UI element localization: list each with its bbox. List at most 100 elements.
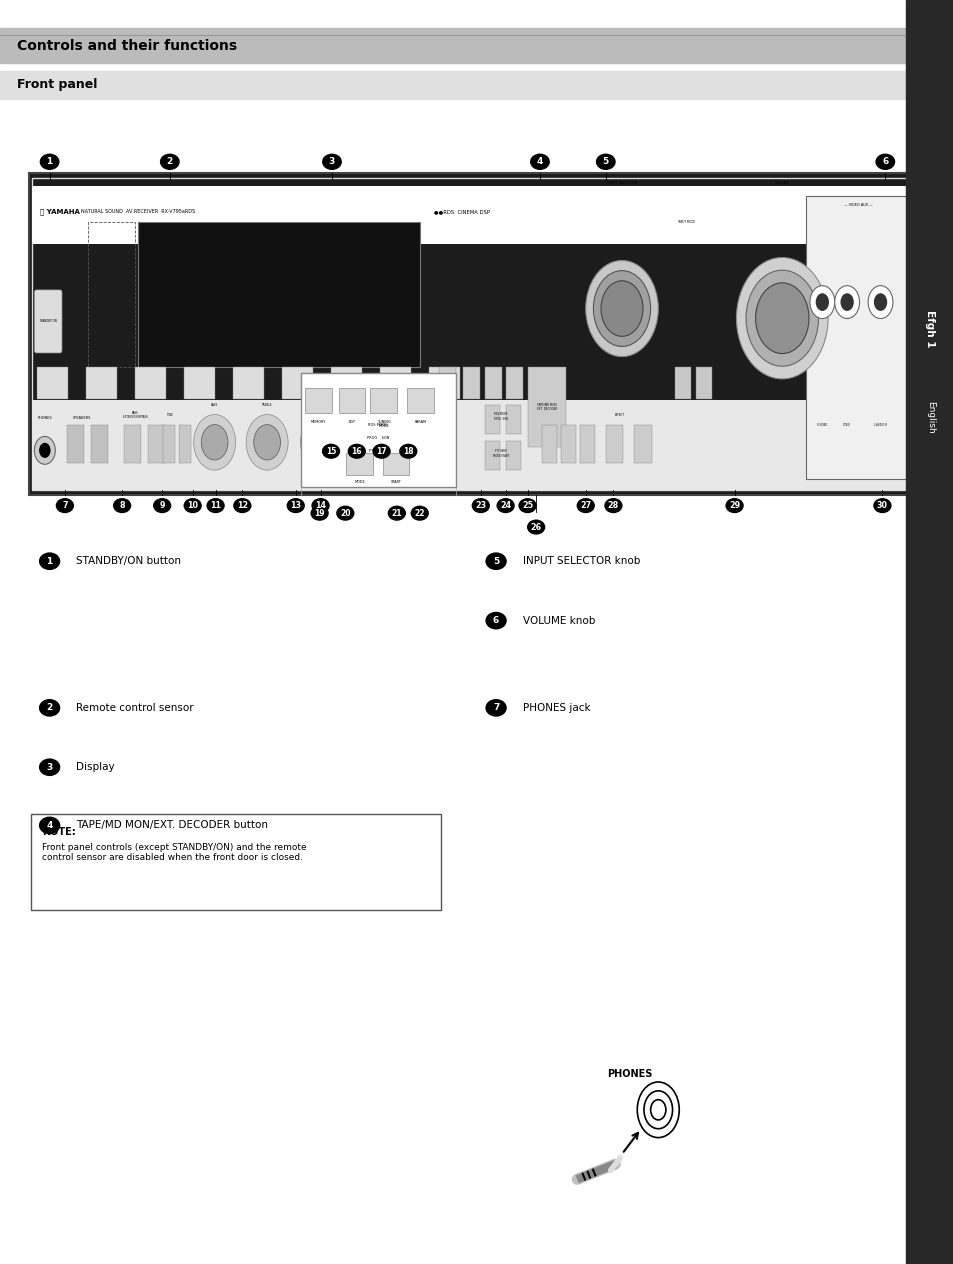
Bar — [148, 425, 165, 464]
Text: 17: 17 — [375, 446, 387, 456]
Ellipse shape — [152, 498, 172, 513]
Bar — [346, 453, 373, 475]
Ellipse shape — [160, 154, 179, 169]
Text: 27: 27 — [579, 501, 591, 511]
Bar — [179, 425, 191, 464]
Bar — [138, 221, 419, 367]
Text: Efgh 1: Efgh 1 — [924, 310, 934, 348]
Bar — [560, 425, 576, 464]
Text: 7: 7 — [493, 703, 498, 713]
Text: PROG    SON: PROG SON — [366, 436, 389, 440]
Bar — [86, 367, 116, 399]
Text: Display: Display — [76, 762, 114, 772]
Text: START: START — [390, 480, 401, 484]
Text: 7: 7 — [62, 501, 68, 511]
Ellipse shape — [183, 498, 202, 513]
Bar — [429, 367, 459, 399]
Circle shape — [39, 442, 51, 458]
Text: 4: 4 — [537, 157, 542, 167]
Text: 28: 28 — [607, 501, 618, 511]
Text: 2: 2 — [167, 157, 172, 167]
Circle shape — [34, 436, 55, 464]
Text: 5: 5 — [602, 157, 608, 167]
Bar — [124, 425, 141, 464]
Ellipse shape — [39, 817, 60, 834]
Text: PHONES jack: PHONES jack — [522, 703, 590, 713]
Ellipse shape — [485, 699, 506, 717]
Text: Remote control sensor: Remote control sensor — [76, 703, 193, 713]
Circle shape — [650, 1100, 665, 1120]
Bar — [505, 367, 522, 399]
Bar — [30, 814, 440, 910]
Ellipse shape — [496, 498, 515, 513]
Text: 6: 6 — [493, 616, 498, 626]
Ellipse shape — [322, 154, 341, 169]
Bar — [505, 441, 520, 470]
Bar — [29, 173, 920, 495]
Circle shape — [840, 293, 853, 311]
Bar — [527, 367, 565, 447]
Bar — [675, 367, 690, 399]
Text: 24: 24 — [499, 501, 511, 511]
Bar — [32, 178, 916, 490]
Text: BALANCE: BALANCE — [314, 403, 328, 407]
Ellipse shape — [576, 498, 595, 513]
Ellipse shape — [310, 506, 329, 521]
Text: 18: 18 — [402, 446, 414, 456]
Bar — [407, 388, 434, 413]
Text: INPUT MODE: INPUT MODE — [678, 220, 695, 224]
Ellipse shape — [875, 154, 894, 169]
Circle shape — [300, 415, 342, 470]
Text: ●●RDS  CINEMA DSP: ●●RDS CINEMA DSP — [434, 210, 490, 215]
Bar — [163, 425, 174, 464]
Ellipse shape — [311, 498, 330, 513]
Text: RDS MODE
PROG  SON: RDS MODE PROG SON — [494, 412, 507, 421]
Circle shape — [873, 293, 886, 311]
Bar — [905, 0, 953, 1264]
Text: INPUT SELECTOR knob: INPUT SELECTOR knob — [522, 556, 639, 566]
Bar — [541, 425, 557, 464]
Bar — [32, 186, 916, 244]
Text: INPUT SELECTOR: INPUT SELECTOR — [606, 181, 637, 185]
Text: 23: 23 — [475, 501, 486, 511]
Ellipse shape — [471, 498, 490, 513]
Ellipse shape — [347, 444, 366, 459]
Circle shape — [643, 1091, 672, 1129]
Text: RDS MODE: RDS MODE — [368, 423, 387, 427]
Ellipse shape — [321, 444, 340, 459]
Text: 20: 20 — [339, 508, 351, 518]
Text: TAPE/MD MON/EXT. DECODER button: TAPE/MD MON/EXT. DECODER button — [76, 820, 268, 830]
Text: 14: 14 — [314, 501, 326, 511]
Text: VIDEO: VIDEO — [842, 422, 850, 426]
Ellipse shape — [872, 498, 891, 513]
Circle shape — [253, 425, 280, 460]
Bar — [484, 441, 499, 470]
Text: SPEAKERS: SPEAKERS — [72, 416, 91, 420]
Text: 30: 30 — [876, 501, 887, 511]
Bar — [484, 367, 501, 399]
Text: 3: 3 — [329, 157, 335, 167]
Text: VOLUME: VOLUME — [774, 181, 789, 185]
Ellipse shape — [517, 498, 537, 513]
Bar — [0, 71, 905, 99]
Bar — [380, 367, 411, 399]
Circle shape — [736, 258, 827, 379]
Ellipse shape — [530, 154, 549, 169]
Text: BASS
EXTENSION BYPASS: BASS EXTENSION BYPASS — [123, 411, 148, 420]
Text: S VIDEO: S VIDEO — [817, 422, 826, 426]
Bar — [370, 388, 396, 413]
Text: 8: 8 — [119, 501, 125, 511]
Ellipse shape — [286, 498, 305, 513]
Bar — [37, 367, 68, 399]
Bar — [300, 373, 456, 487]
Text: BGT: BGT — [348, 420, 355, 423]
Circle shape — [193, 415, 235, 470]
Text: EFFECT: EFFECT — [615, 413, 624, 417]
Text: Controls and their functions: Controls and their functions — [17, 38, 237, 53]
Text: 11: 11 — [210, 501, 221, 511]
Bar — [305, 388, 332, 413]
Ellipse shape — [372, 444, 391, 459]
Ellipse shape — [40, 154, 59, 169]
Text: TAPE/MD MON
EXT. DECODER: TAPE/MD MON EXT. DECODER — [536, 402, 557, 411]
Bar — [438, 367, 456, 399]
